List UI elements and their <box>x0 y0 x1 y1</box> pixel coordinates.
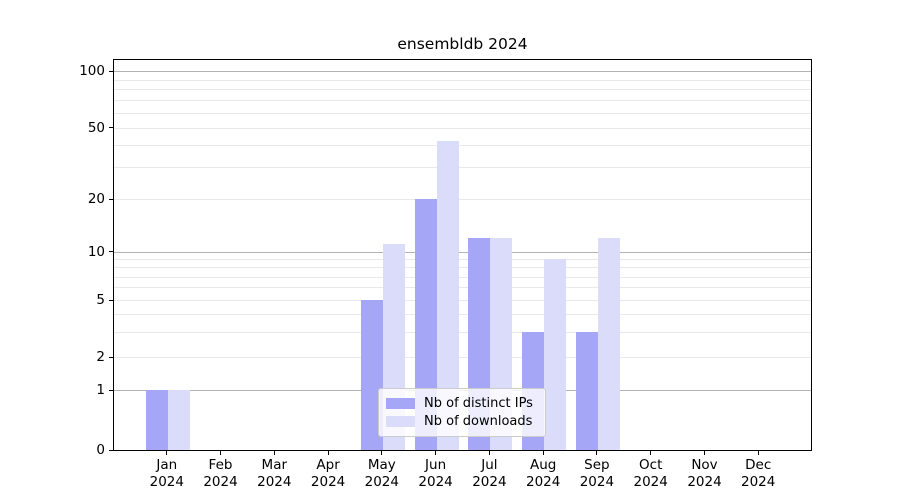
gridline-minor-8 <box>114 267 811 269</box>
y-tick-label-50: 50 <box>87 119 105 136</box>
bar-nb-of-downloads-aug-2024 <box>544 258 567 450</box>
x-axis-tick-feb-2024 <box>219 451 222 455</box>
y-axis-tick-1 <box>109 389 113 391</box>
gridline-minor-30 <box>114 167 811 169</box>
x-axis-tick-nov-2024 <box>703 451 706 455</box>
gridline-minor-20 <box>114 199 811 200</box>
x-tick-label-feb-2024: Feb 2024 <box>203 457 238 490</box>
gridline-minor-2 <box>114 357 811 358</box>
x-axis-tick-jan-2024 <box>166 451 168 455</box>
gridline-minor-9 <box>114 258 811 260</box>
legend-item-downloads: Nb of downloads <box>386 414 538 429</box>
legend-label-distinct-ips: Nb of distinct IPs <box>424 396 533 411</box>
x-tick-label-dec-2024: Dec 2024 <box>741 457 776 490</box>
chart-title: ensembldb 2024 <box>397 35 528 53</box>
y-tick-label-20: 20 <box>87 191 105 207</box>
bar-nb-of-distinct-ips-jun-2024 <box>414 199 437 450</box>
plot-area <box>113 59 812 451</box>
x-axis-tick-jul-2024 <box>488 451 490 455</box>
x-tick-label-aug-2024: Aug 2024 <box>526 457 561 490</box>
y-axis-tick-50 <box>109 127 113 129</box>
gridline-minor-40 <box>114 144 811 146</box>
x-tick-label-nov-2024: Nov 2024 <box>687 457 722 490</box>
gridline-minor-4 <box>114 313 811 315</box>
x-tick-label-mar-2024: Mar 2024 <box>257 457 292 490</box>
bar-nb-of-distinct-ips-jan-2024 <box>145 390 168 450</box>
bar-nb-of-distinct-ips-may-2024 <box>360 300 383 450</box>
y-axis-tick-2 <box>109 356 113 358</box>
x-tick-label-oct-2024: Oct 2024 <box>633 457 668 490</box>
bar-nb-of-downloads-sep-2024 <box>597 237 620 450</box>
y-tick-label-5: 5 <box>96 292 105 308</box>
gridline-minor-7 <box>114 276 811 278</box>
y-axis-tick-0 <box>109 449 113 451</box>
gridline-minor-90 <box>114 79 811 81</box>
bar-nb-of-distinct-ips-sep-2024 <box>575 331 598 450</box>
legend-swatch-downloads <box>386 416 415 427</box>
legend-item-distinct-ips: Nb of distinct IPs <box>386 396 538 411</box>
y-axis-tick-100 <box>109 70 113 72</box>
bar-nb-of-downloads-jun-2024 <box>436 141 459 450</box>
x-axis-tick-oct-2024 <box>650 451 652 455</box>
x-tick-label-may-2024: May 2024 <box>364 457 399 490</box>
y-axis-tick-10 <box>109 251 113 253</box>
gridline-major-100 <box>114 71 811 72</box>
gridline-minor-80 <box>114 89 811 91</box>
legend: Nb of distinct IPs Nb of downloads <box>378 388 546 437</box>
x-axis-tick-jun-2024 <box>435 451 437 455</box>
x-tick-label-apr-2024: Apr 2024 <box>310 457 346 490</box>
y-tick-label-2: 2 <box>96 349 105 365</box>
y-tick-label-0: 0 <box>96 442 105 458</box>
gridline-minor-50 <box>114 127 811 129</box>
x-axis-tick-aug-2024 <box>542 451 544 455</box>
x-axis-tick-may-2024 <box>381 451 383 455</box>
y-axis-tick-5 <box>109 299 113 301</box>
gridline-minor-6 <box>114 287 811 289</box>
bar-nb-of-downloads-jan-2024 <box>167 390 190 450</box>
legend-swatch-distinct-ips <box>386 398 415 409</box>
x-axis-tick-dec-2024 <box>757 451 759 455</box>
x-tick-label-jan-2024: Jan 2024 <box>149 457 184 490</box>
y-tick-label-10: 10 <box>87 243 105 260</box>
x-axis-tick-apr-2024 <box>327 451 329 455</box>
x-axis-tick-mar-2024 <box>273 451 275 455</box>
gridline-minor-70 <box>114 100 811 102</box>
y-tick-label-1: 1 <box>96 382 105 398</box>
y-axis-tick-20 <box>109 198 113 200</box>
x-tick-label-jul-2024: Jul 2024 <box>472 457 507 490</box>
x-tick-label-jun-2024: Jun 2024 <box>418 457 453 490</box>
gridline-minor-3 <box>114 331 811 333</box>
y-tick-label-100: 100 <box>79 63 105 79</box>
gridline-major-10 <box>114 251 811 253</box>
legend-label-downloads: Nb of downloads <box>424 414 533 429</box>
gridline-minor-5 <box>114 300 811 301</box>
x-axis-tick-sep-2024 <box>596 451 598 455</box>
x-tick-label-sep-2024: Sep 2024 <box>579 457 615 490</box>
gridline-minor-60 <box>114 112 811 114</box>
